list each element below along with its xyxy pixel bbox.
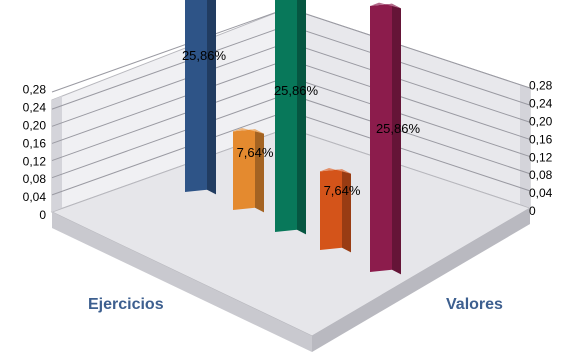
right-tick-label: 0,04 (529, 186, 553, 200)
data-label: 7,64% (237, 145, 274, 160)
data-labels: 25,86% 7,64% 25,86% 7,64% 25,86% (182, 48, 421, 198)
left-tick-label: 0,04 (23, 190, 47, 204)
x-axis-label: Ejercicios (88, 296, 164, 313)
right-tick-label: 0 (529, 204, 536, 218)
bar-side-face (297, 0, 306, 235)
left-tick-label: 0,08 (23, 172, 47, 186)
right-y-axis-ticks: 0 0,04 0,08 0,12 0,16 0,20 0,24 0,28 (529, 79, 553, 218)
right-tick-label: 0,08 (529, 168, 553, 182)
floor-front-right-edge (312, 208, 530, 352)
right-tick-label: 0,20 (529, 115, 553, 129)
data-label: 25,86% (274, 83, 319, 98)
left-tick-label: 0,28 (23, 83, 47, 97)
bar-top-face (233, 127, 264, 134)
bar-side-face (207, 0, 216, 195)
right-tick-label: 0,28 (529, 79, 553, 93)
left-tick-label: 0,20 (23, 119, 47, 133)
left-tick-label: 0,12 (23, 154, 47, 168)
bar-front-face (320, 169, 342, 250)
bar-4 (320, 167, 351, 253)
bar-5 (370, 2, 401, 275)
bar-2 (233, 127, 264, 213)
data-label: 7,64% (324, 183, 361, 198)
left-y-axis-ticks: 0 0,04 0,08 0,12 0,16 0,20 0,24 0,28 (23, 83, 47, 222)
bar-3 (275, 0, 306, 235)
bar-side-face (392, 3, 401, 275)
left-tick-label: 0,24 (23, 101, 47, 115)
bar-side-face (342, 169, 351, 253)
right-tick-label: 0,12 (529, 150, 553, 164)
bar-top-face (370, 2, 401, 9)
bars (185, 0, 401, 275)
bar-side-face (255, 129, 264, 213)
bar-top-face (320, 167, 351, 174)
bar-front-face (275, 0, 297, 232)
bar-front-face (185, 0, 207, 192)
left-tick-label: 0 (39, 208, 46, 222)
bar-front-face (233, 129, 255, 210)
data-label: 25,86% (376, 121, 421, 136)
floor-front-left-edge (52, 212, 312, 352)
right-tick-label: 0,16 (529, 132, 553, 146)
z-axis-label: Valores (446, 296, 503, 313)
data-label: 25,86% (182, 48, 227, 63)
right-tick-label: 0,24 (529, 97, 553, 111)
bar-1 (185, 0, 216, 195)
bar-front-face (370, 3, 392, 272)
right-wall-side (520, 85, 530, 208)
left-tick-label: 0,16 (23, 136, 47, 150)
